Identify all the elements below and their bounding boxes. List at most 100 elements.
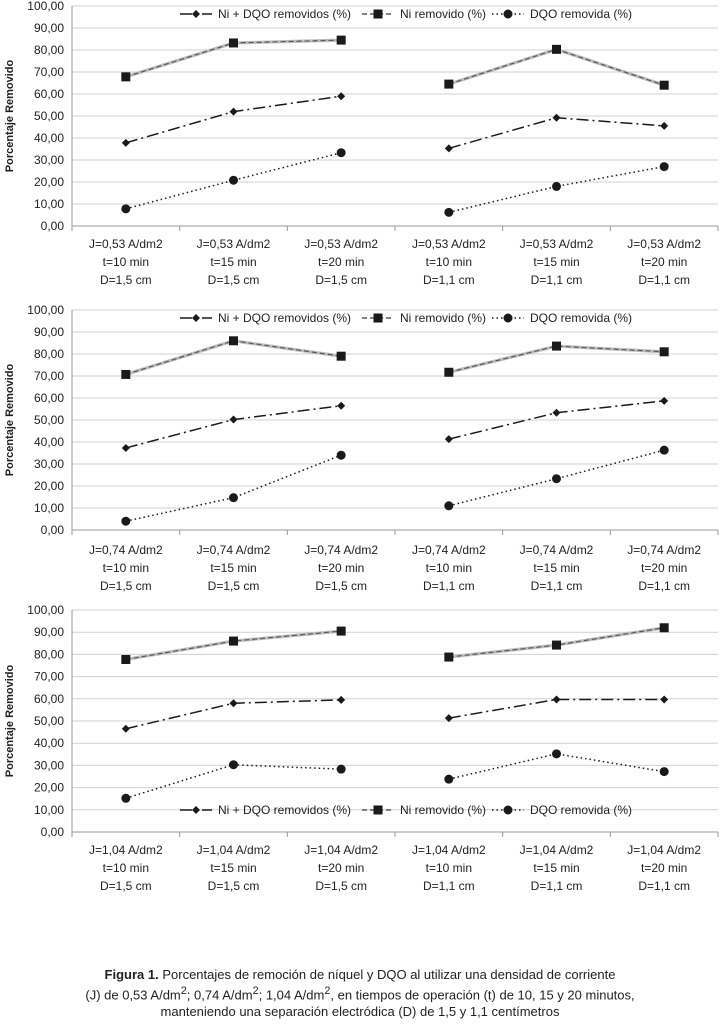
data-point-ni_dqo (660, 396, 669, 405)
y-tick-label: 60,00 (34, 692, 64, 706)
category-label: t=10 min (426, 861, 472, 875)
legend-label-ni: Ni removido (%) (400, 803, 486, 817)
legend-label-ni_dqo: Ni + DQO removidos (%) (218, 311, 351, 325)
data-point-dqo (229, 175, 238, 185)
y-tick-label: 10,00 (34, 803, 64, 817)
series-line-dqo (125, 454, 342, 522)
category-label: J=0,53 A/dm2 (412, 237, 486, 251)
chart-panel-074: 0,00 10,00 20,00 30,00 40,00 50,00 60,00 70,00 8… (4, 303, 719, 593)
data-point-ni (659, 623, 669, 633)
data-point-ni (659, 80, 669, 90)
caption-sup-1: 2 (180, 985, 187, 997)
category-label: t=20 min (318, 255, 364, 269)
data-point-dqo (444, 207, 454, 217)
data-point-ni (336, 626, 346, 636)
category-label: D=1,5 cm (315, 273, 367, 287)
data-point-ni (552, 44, 561, 54)
legend-label-ni: Ni removido (%) (400, 311, 486, 325)
y-tick-label: 0,00 (41, 825, 65, 839)
data-point-dqo (229, 493, 238, 503)
series-line-dqo (125, 763, 342, 799)
y-tick-label: 40,00 (34, 131, 64, 145)
data-point-dqo (121, 516, 131, 526)
data-point-ni_dqo (444, 144, 453, 153)
category-label: D=1,1 cm (638, 273, 690, 287)
series-line-ni_dqo (448, 698, 665, 719)
legend-label-ni_dqo: Ni + DQO removidos (%) (218, 7, 351, 21)
category-label: t=10 min (103, 561, 149, 575)
y-tick-label: 60,00 (34, 391, 64, 405)
y-tick-label: 100,00 (27, 0, 64, 13)
category-label: J=0,74 A/dm2 (627, 543, 701, 557)
caption-line2-d: , en tiempos de operación (t) de 10, 15 … (330, 987, 635, 1003)
data-point-ni (121, 655, 131, 665)
y-tick-label: 60,00 (34, 87, 64, 101)
data-point-ni (444, 652, 454, 662)
category-label: D=1,5 cm (100, 273, 152, 287)
category-label: t=15 min (533, 561, 579, 575)
series-line-dqo (125, 152, 342, 210)
category-label: D=1,1 cm (638, 579, 690, 593)
y-tick-label: 90,00 (34, 21, 64, 35)
y-axis-label: Porcentaje Removido (4, 59, 16, 172)
category-label: J=0,74 A/dm2 (197, 543, 271, 557)
category-label: J=0,53 A/dm2 (197, 237, 271, 251)
data-point-dqo (121, 793, 131, 803)
series-line-ni (448, 48, 665, 86)
y-tick-label: 50,00 (34, 714, 64, 728)
data-point-ni_dqo (444, 435, 453, 444)
y-axis-label: Porcentaje Removido (4, 363, 16, 476)
data-point-ni (229, 336, 238, 346)
y-tick-label: 20,00 (34, 781, 64, 795)
category-label: t=10 min (103, 255, 149, 269)
category-label: J=1,04 A/dm2 (197, 843, 271, 857)
y-tick-label: 0,00 (41, 523, 65, 537)
category-label: D=1,5 cm (315, 579, 367, 593)
series-line-ni (125, 340, 342, 376)
caption-line2-b: ; 0,74 A/dm (186, 987, 253, 1003)
series-line-ni_dqo (448, 117, 665, 150)
category-label: t=15 min (533, 255, 579, 269)
y-tick-label: 50,00 (34, 413, 64, 427)
caption-sup-3: 2 (324, 985, 331, 997)
y-axis-label: Porcentaje Removido (4, 664, 16, 777)
data-point-ni_dqo (552, 695, 561, 704)
figure-caption: Figura 1. Porcentajes de remoción de níq… (0, 966, 720, 1020)
category-label: J=1,04 A/dm2 (89, 843, 163, 857)
y-tick-label: 10,00 (34, 197, 64, 211)
category-label: J=0,74 A/dm2 (520, 543, 594, 557)
y-tick-label: 90,00 (34, 625, 64, 639)
data-point-ni (552, 341, 561, 351)
category-label: D=1,5 cm (100, 879, 152, 893)
data-point-dqo (336, 148, 346, 158)
y-tick-label: 70,00 (34, 670, 64, 684)
category-label: t=15 min (210, 255, 256, 269)
legend-marker-ni_dqo (192, 314, 200, 322)
legend-marker-dqo (503, 313, 513, 323)
category-label: t=20 min (318, 861, 364, 875)
data-point-ni_dqo (337, 695, 346, 704)
legend-label-dqo: DQO removida (%) (530, 7, 632, 21)
category-label: J=1,04 A/dm2 (520, 843, 594, 857)
category-label: D=1,1 cm (531, 879, 583, 893)
data-point-ni (336, 35, 346, 45)
category-label: t=20 min (641, 861, 687, 875)
legend-label-ni_dqo: Ni + DQO removidos (%) (218, 803, 351, 817)
y-tick-label: 90,00 (34, 325, 64, 339)
category-label: D=1,1 cm (423, 579, 475, 593)
category-label: t=15 min (533, 861, 579, 875)
legend-marker-ni (373, 9, 383, 19)
data-point-ni_dqo (229, 699, 238, 708)
data-point-ni_dqo (337, 401, 346, 410)
data-point-dqo (336, 764, 346, 774)
data-point-ni (229, 636, 238, 646)
series-line-dqo (448, 449, 665, 507)
data-point-ni_dqo (229, 107, 238, 116)
data-point-ni (444, 79, 454, 89)
y-tick-label: 40,00 (34, 736, 64, 750)
data-point-ni_dqo (660, 121, 669, 130)
category-label: D=1,5 cm (100, 579, 152, 593)
data-point-ni (659, 347, 669, 357)
series-line-dqo (448, 753, 665, 780)
category-label: D=1,5 cm (315, 879, 367, 893)
